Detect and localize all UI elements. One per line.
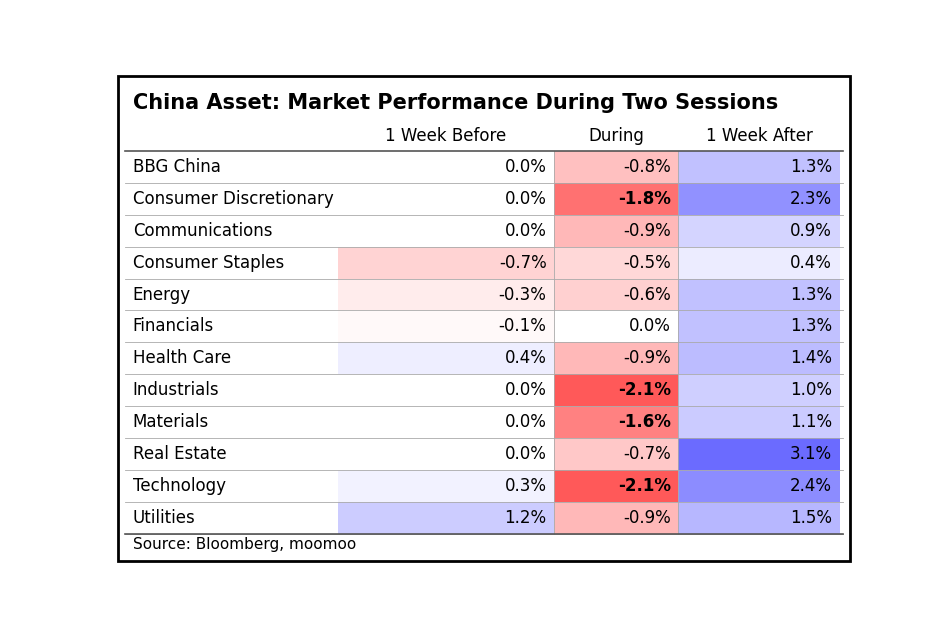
Text: 1.3%: 1.3%	[789, 158, 832, 176]
Text: 0.3%: 0.3%	[504, 477, 546, 495]
Bar	[678, 343, 838, 374]
Bar	[337, 502, 553, 534]
Bar	[337, 278, 553, 311]
Text: 0.0%: 0.0%	[504, 222, 546, 239]
Text: 1 Week Before: 1 Week Before	[385, 127, 506, 144]
Text: -2.1%: -2.1%	[617, 381, 670, 399]
Text: -0.1%: -0.1%	[498, 318, 546, 335]
Bar	[553, 215, 678, 246]
Bar	[678, 470, 838, 502]
Text: -0.7%: -0.7%	[498, 253, 546, 272]
Bar	[553, 438, 678, 470]
Text: -0.8%: -0.8%	[623, 158, 670, 176]
Text: 0.0%: 0.0%	[504, 445, 546, 463]
Bar	[337, 311, 553, 343]
Text: 1.5%: 1.5%	[789, 509, 832, 527]
Text: Materials: Materials	[132, 413, 209, 432]
Text: -0.9%: -0.9%	[623, 509, 670, 527]
Text: 0.9%: 0.9%	[789, 222, 832, 239]
Bar	[678, 151, 838, 183]
Text: 0.0%: 0.0%	[504, 158, 546, 176]
Bar	[678, 246, 838, 278]
Text: 0.4%: 0.4%	[789, 253, 832, 272]
Text: -0.7%: -0.7%	[623, 445, 670, 463]
Text: 0.0%: 0.0%	[629, 318, 670, 335]
Text: Energy: Energy	[132, 285, 191, 304]
Text: 1.3%: 1.3%	[789, 285, 832, 304]
Bar	[553, 470, 678, 502]
Text: 3.1%: 3.1%	[789, 445, 832, 463]
Bar	[553, 278, 678, 311]
Text: Communications: Communications	[132, 222, 272, 239]
Text: China Asset: Market Performance During Two Sessions: China Asset: Market Performance During T…	[132, 93, 777, 113]
Text: -0.3%: -0.3%	[498, 285, 546, 304]
Text: 2.3%: 2.3%	[789, 190, 832, 208]
Bar	[553, 343, 678, 374]
Text: -0.5%: -0.5%	[623, 253, 670, 272]
Text: BBG China: BBG China	[132, 158, 220, 176]
Text: 0.4%: 0.4%	[504, 350, 546, 367]
Bar	[678, 278, 838, 311]
Text: 2.4%: 2.4%	[789, 477, 832, 495]
Text: During: During	[587, 127, 644, 144]
Text: Financials: Financials	[132, 318, 213, 335]
Text: Consumer Discretionary: Consumer Discretionary	[132, 190, 333, 208]
Text: 0.0%: 0.0%	[504, 190, 546, 208]
Bar	[678, 406, 838, 438]
Bar	[553, 406, 678, 438]
Bar	[553, 246, 678, 278]
Text: 1.2%: 1.2%	[504, 509, 546, 527]
Bar	[337, 246, 553, 278]
Text: 1 Week After: 1 Week After	[705, 127, 812, 144]
Text: Source: Bloomberg, moomoo: Source: Bloomberg, moomoo	[132, 537, 356, 552]
Text: -0.9%: -0.9%	[623, 222, 670, 239]
Bar	[678, 215, 838, 246]
Bar	[553, 374, 678, 406]
Bar	[337, 343, 553, 374]
Bar	[337, 470, 553, 502]
Bar	[678, 502, 838, 534]
Bar	[678, 374, 838, 406]
Bar	[678, 311, 838, 343]
Text: Health Care: Health Care	[132, 350, 230, 367]
Text: 0.0%: 0.0%	[504, 381, 546, 399]
Text: Technology: Technology	[132, 477, 226, 495]
Text: -1.6%: -1.6%	[617, 413, 670, 432]
Text: -0.9%: -0.9%	[623, 350, 670, 367]
Text: 1.0%: 1.0%	[789, 381, 832, 399]
Text: Utilities: Utilities	[132, 509, 195, 527]
Text: -1.8%: -1.8%	[617, 190, 670, 208]
Bar	[678, 183, 838, 215]
Text: 0.0%: 0.0%	[504, 413, 546, 432]
Text: -2.1%: -2.1%	[617, 477, 670, 495]
Text: Real Estate: Real Estate	[132, 445, 227, 463]
Text: 1.1%: 1.1%	[789, 413, 832, 432]
Text: 1.4%: 1.4%	[789, 350, 832, 367]
Bar	[678, 438, 838, 470]
Bar	[553, 183, 678, 215]
Text: 1.3%: 1.3%	[789, 318, 832, 335]
Text: Industrials: Industrials	[132, 381, 219, 399]
Text: Consumer Staples: Consumer Staples	[132, 253, 284, 272]
Text: -0.6%: -0.6%	[623, 285, 670, 304]
Bar	[553, 151, 678, 183]
Bar	[553, 502, 678, 534]
